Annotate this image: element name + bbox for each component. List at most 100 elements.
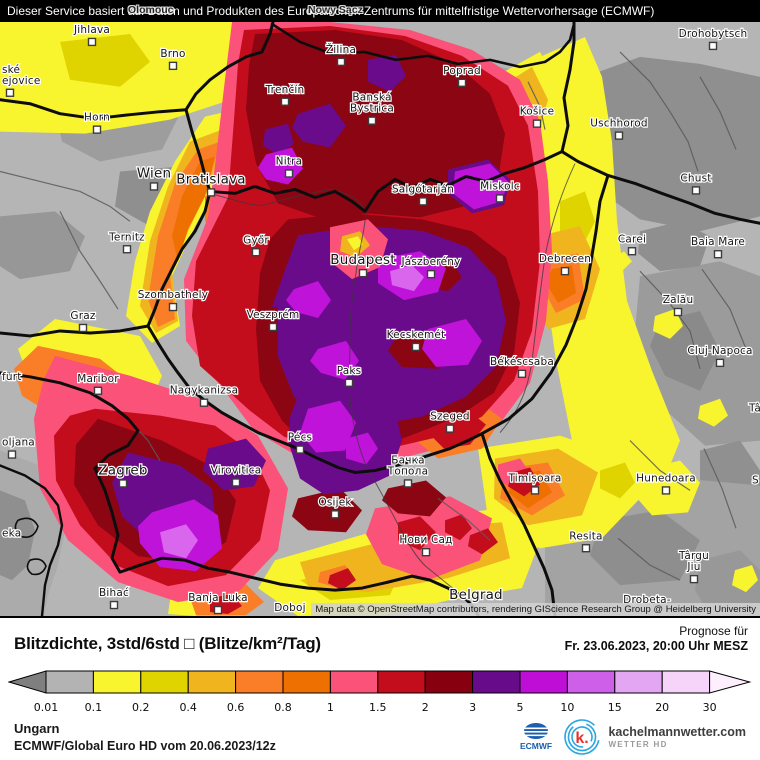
city-label: ské <box>2 64 20 76</box>
scale-tick-label: 30 <box>703 701 717 714</box>
scale-tick-label: 0.1 <box>85 701 103 714</box>
scale-segment <box>519 670 568 694</box>
kachelmann-text: kachelmannwetter.com WETTER HD <box>608 725 746 749</box>
scale-tick-label: 3 <box>469 701 476 714</box>
scale-segment <box>45 670 94 694</box>
city-marker <box>560 266 570 276</box>
city-label: furt <box>2 371 22 383</box>
city-marker <box>168 302 178 312</box>
scale-segment <box>235 670 284 694</box>
city-label: Tâ <box>748 403 760 415</box>
city-marker <box>627 247 637 256</box>
banner-text: Dieser Service basiert auf Daten und Pro… <box>7 4 655 18</box>
ecmwf-logo-text: ECMWF <box>520 741 552 751</box>
city-label: Топола <box>387 465 428 477</box>
city-marker <box>517 369 527 379</box>
city-label: Maribor <box>77 373 119 385</box>
scale-head-arrow <box>709 670 752 694</box>
scale-tick-label: 0.8 <box>274 701 292 714</box>
city-label: Cluj-Napoca <box>687 345 752 357</box>
city-label: Debrecen <box>539 253 591 265</box>
city-label: Horn <box>84 112 110 124</box>
scale-segment <box>140 670 189 694</box>
city-label: Wien <box>137 165 171 181</box>
city-marker <box>168 61 178 71</box>
city-marker <box>445 424 455 433</box>
scale-segment <box>187 670 237 694</box>
ecmwf-service-banner: Dieser Service basiert auf Daten und Pro… <box>0 0 760 22</box>
forecast-label: Prognose für <box>679 624 748 638</box>
city-label: Jihlava <box>73 24 110 36</box>
map-attribution: Map data © OpenStreetMap contributors, r… <box>311 603 760 616</box>
clipped-city-label: Nowy Sącz <box>308 4 363 16</box>
city-label: Budapest <box>330 252 395 268</box>
city-marker <box>367 116 377 125</box>
color-scale-svg: 0.01 0.1 0.2 0.4 0.6 0.8 1 1.5 2 3 5 10 15 20 30 <box>7 670 752 714</box>
city-marker <box>411 342 421 352</box>
kachelmann-circle-icon: k. <box>564 719 601 755</box>
light-magenta-regions <box>160 265 424 559</box>
city-label: Nitra <box>276 156 303 168</box>
city-label: Zalău <box>663 294 694 306</box>
city-label: Chust <box>680 172 711 184</box>
city-label: Бачка <box>391 455 425 467</box>
city-marker <box>93 386 103 395</box>
city-label: Košice <box>520 106 555 118</box>
forecast-block: Prognose für Fr. 23.06.2023, 20:00 Uhr M… <box>565 624 748 653</box>
city-marker <box>213 605 223 615</box>
legend-area: Blitzdichte, 3std/6std □ (Blitze/km²/Tag… <box>0 618 760 760</box>
footer: Ungarn ECMWF/Global Euro HD vom 20.06.20… <box>0 718 760 756</box>
city-label: Osijek <box>318 496 352 508</box>
city-marker <box>689 574 699 584</box>
scale-tick-label: 0.2 <box>132 701 150 714</box>
scale-segment <box>92 670 142 694</box>
country-border-lines <box>0 22 760 616</box>
color-scale: 0.01 0.1 0.2 0.4 0.6 0.8 1 1.5 2 3 5 10 15 20 30 <box>7 670 752 721</box>
city-marker <box>206 188 216 197</box>
city-label: Kecskemét <box>387 329 446 341</box>
city-label: Paks <box>337 365 362 377</box>
ecmwf-logo: ECMWF <box>518 722 554 752</box>
city-label: Carei <box>618 233 646 245</box>
city-label: Târgu <box>678 550 709 562</box>
city-marker <box>495 194 505 203</box>
city-label: Bystrica <box>350 103 394 115</box>
city-marker <box>344 378 354 387</box>
city-label: Veszprém <box>247 309 300 321</box>
city-marker <box>713 250 723 259</box>
city-label: Miskolc <box>480 180 520 192</box>
city-label: Jászberény <box>401 256 461 268</box>
scale-segment <box>282 670 331 694</box>
city-marker <box>421 548 431 557</box>
scale-segment <box>661 670 711 694</box>
city-marker <box>673 307 683 317</box>
lightning-density-map: Jihlava Brno Horn ské ejovice Žilina Trenčín Ba… <box>0 22 760 618</box>
scale-tick-label: 5 <box>517 701 524 714</box>
scale-tail-arrow <box>7 670 47 694</box>
city-marker <box>691 186 701 195</box>
forecast-time: Fr. 23.06.2023, 20:00 Uhr MESZ <box>564 639 748 653</box>
city-marker <box>5 88 15 97</box>
scale-tick-label: 0.6 <box>227 701 245 714</box>
city-marker <box>330 510 340 519</box>
city-label: Banja Luka <box>188 592 248 604</box>
city-label: Szeged <box>430 411 470 423</box>
city-marker <box>251 248 261 257</box>
kachelmann-title: kachelmannwetter.com <box>608 725 746 739</box>
city-label: Brno <box>160 48 185 60</box>
city-marker <box>336 57 346 67</box>
city-marker <box>457 78 467 87</box>
legend-title: Blitzdichte, 3std/6std □ (Blitze/km²/Tag… <box>14 634 321 653</box>
city-label: Banská <box>352 92 391 104</box>
scale-tick-label: 1 <box>327 701 334 714</box>
city-label: Ternitz <box>108 231 145 243</box>
clipped-city-label: Olomouc <box>128 4 174 16</box>
city-marker <box>581 544 591 553</box>
city-marker <box>403 479 413 488</box>
city-marker <box>118 479 128 488</box>
scale-segment <box>472 670 521 694</box>
city-label: oljana <box>2 437 35 449</box>
city-label: Pécs <box>288 432 312 444</box>
